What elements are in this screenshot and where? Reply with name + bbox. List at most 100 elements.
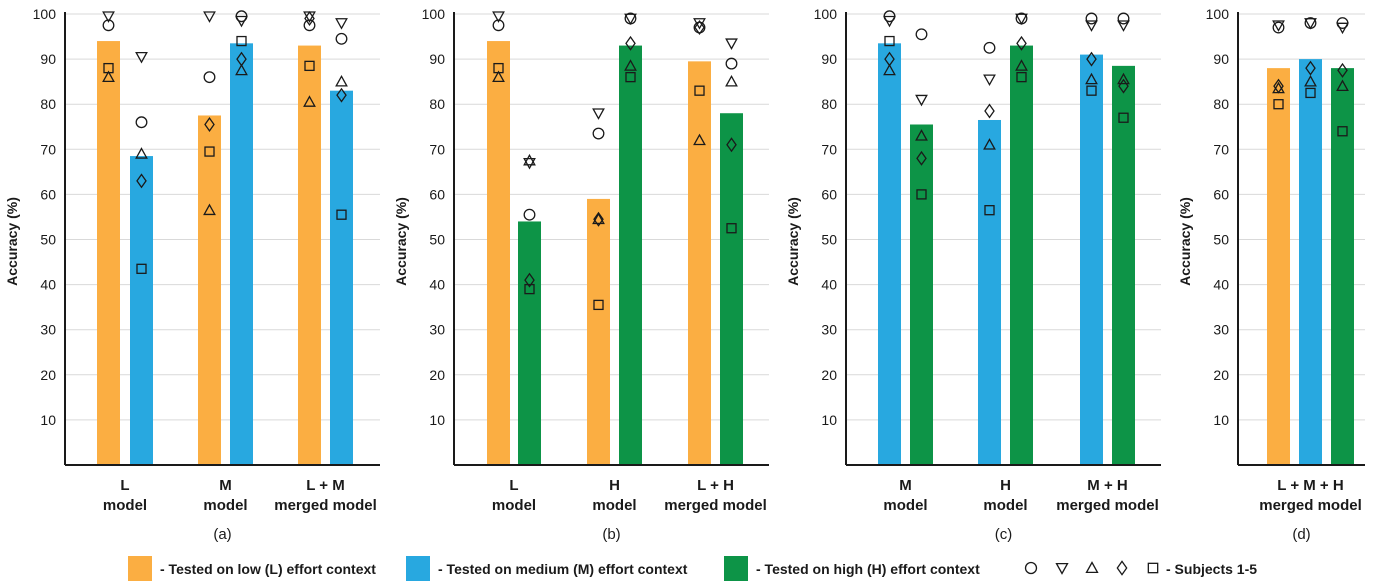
subject-marker-circle xyxy=(203,71,216,84)
subject-marker-diamond xyxy=(136,173,147,189)
bar-high xyxy=(518,221,541,465)
subject-marker-circle xyxy=(1085,12,1098,25)
subject-marker-square xyxy=(1305,87,1316,99)
subject-marker-square xyxy=(916,189,927,200)
subject-marker-triangle-down xyxy=(102,11,115,23)
bar-low xyxy=(688,61,711,465)
subject-marker-circle xyxy=(523,208,536,221)
legend-marker-diamond xyxy=(1116,560,1128,576)
subject-marker-square xyxy=(493,62,504,74)
legend-subjects-label: - Subjects 1-5 xyxy=(1166,561,1257,577)
subject-marker-triangle-up xyxy=(523,153,536,166)
subject-marker-diamond xyxy=(625,35,636,51)
subject-marker-square xyxy=(1273,99,1284,110)
subject-marker-diamond xyxy=(1016,35,1027,51)
y-tick-label: 80 xyxy=(1213,96,1229,112)
subject-marker-diamond xyxy=(726,137,737,153)
x-group-label: M xyxy=(219,477,232,494)
legend-label-high: - Tested on high (H) effort context xyxy=(756,561,980,577)
x-group-label: model xyxy=(203,497,247,514)
y-axis-label: Accuracy (%) xyxy=(1177,197,1193,286)
subject-marker-triangle-up xyxy=(1304,75,1317,87)
subject-marker-triangle-down xyxy=(1304,18,1317,30)
y-tick-label: 90 xyxy=(40,51,56,67)
y-tick-label: 30 xyxy=(429,322,445,338)
subject-marker-diamond xyxy=(236,51,247,67)
subject-marker-diamond xyxy=(204,117,215,132)
y-tick-label: 50 xyxy=(40,232,56,248)
y-tick-label: 10 xyxy=(429,412,445,428)
subject-marker-triangle-up xyxy=(1085,72,1098,85)
subject-marker-square xyxy=(103,62,114,74)
y-tick-label: 40 xyxy=(1213,277,1229,293)
subject-marker-diamond xyxy=(524,272,535,288)
x-group-label: model xyxy=(592,497,636,514)
bar-medium xyxy=(978,119,1001,466)
y-tick-label: 60 xyxy=(1213,186,1229,202)
subject-marker-square xyxy=(694,85,705,96)
y-tick-label: 20 xyxy=(821,367,837,383)
subject-marker-square xyxy=(984,205,995,216)
subject-marker-circle xyxy=(335,32,348,45)
y-tick-label: 50 xyxy=(821,232,837,248)
bar-high xyxy=(1010,45,1033,465)
y-tick-label: 40 xyxy=(40,277,56,293)
subject-marker-triangle-down xyxy=(1085,20,1098,32)
y-tick-label: 100 xyxy=(33,6,57,22)
subject-marker-diamond xyxy=(916,150,927,166)
bar-low xyxy=(1267,68,1290,466)
y-tick-label: 10 xyxy=(40,412,56,428)
subject-marker-diamond xyxy=(984,103,995,119)
y-tick-label: 40 xyxy=(821,277,837,293)
x-group-label: merged model xyxy=(1056,497,1159,514)
chart-panel-d: 10 20 30 40 50 60 70 80 90 100 Accuracy (%) L + M +… xyxy=(1177,6,1365,543)
legend-subject-markers xyxy=(1024,560,1159,576)
subject-marker-triangle-down xyxy=(725,38,738,50)
subject-marker-triangle-up xyxy=(725,75,738,87)
y-tick-label: 30 xyxy=(1213,322,1229,338)
subject-marker-triangle-up xyxy=(693,133,706,146)
panel-label: (d) xyxy=(1292,526,1310,543)
bar-low xyxy=(487,41,510,466)
y-tick-label: 70 xyxy=(429,141,445,157)
subject-marker-triangle-down xyxy=(1272,20,1285,32)
subject-marker-circle xyxy=(983,41,996,54)
subject-marker-triangle-up xyxy=(203,203,216,216)
legend-label-medium: - Tested on medium (M) effort context xyxy=(438,561,688,577)
subject-marker-diamond xyxy=(304,11,315,26)
bar-medium xyxy=(1299,59,1322,465)
y-tick-label: 60 xyxy=(40,186,56,202)
subject-marker-triangle-up xyxy=(1015,59,1028,71)
y-tick-label: 90 xyxy=(1213,51,1229,67)
y-tick-label: 10 xyxy=(1213,412,1229,428)
x-group-label: H xyxy=(1000,477,1011,494)
bar-medium xyxy=(230,43,253,465)
subject-marker-triangle-up xyxy=(1336,79,1349,92)
bar-low xyxy=(97,41,120,466)
y-tick-label: 30 xyxy=(40,322,56,338)
subject-marker-circle xyxy=(725,57,738,70)
subject-marker-square xyxy=(625,71,636,83)
y-tick-label: 100 xyxy=(1206,6,1230,22)
subject-marker-triangle-down xyxy=(915,94,928,107)
x-group-label: L + M xyxy=(306,477,344,494)
y-tick-label: 60 xyxy=(429,186,445,202)
subject-marker-triangle-up xyxy=(624,59,637,71)
subject-marker-diamond xyxy=(1337,62,1348,78)
y-tick-label: 100 xyxy=(422,6,446,22)
subject-marker-circle xyxy=(592,127,605,140)
bar-medium xyxy=(330,90,353,466)
subject-marker-diamond xyxy=(336,87,347,103)
legend-swatch-medium xyxy=(406,556,430,581)
subject-marker-triangle-up xyxy=(915,129,928,141)
subject-marker-circle xyxy=(102,19,115,32)
y-tick-label: 60 xyxy=(821,186,837,202)
subject-marker-diamond xyxy=(884,51,895,67)
legend-marker-circle xyxy=(1024,561,1038,575)
panel-label: (b) xyxy=(602,526,620,543)
subject-marker-circle xyxy=(915,28,928,41)
subject-marker-triangle-down xyxy=(1117,20,1130,32)
bar-high xyxy=(1331,68,1354,466)
